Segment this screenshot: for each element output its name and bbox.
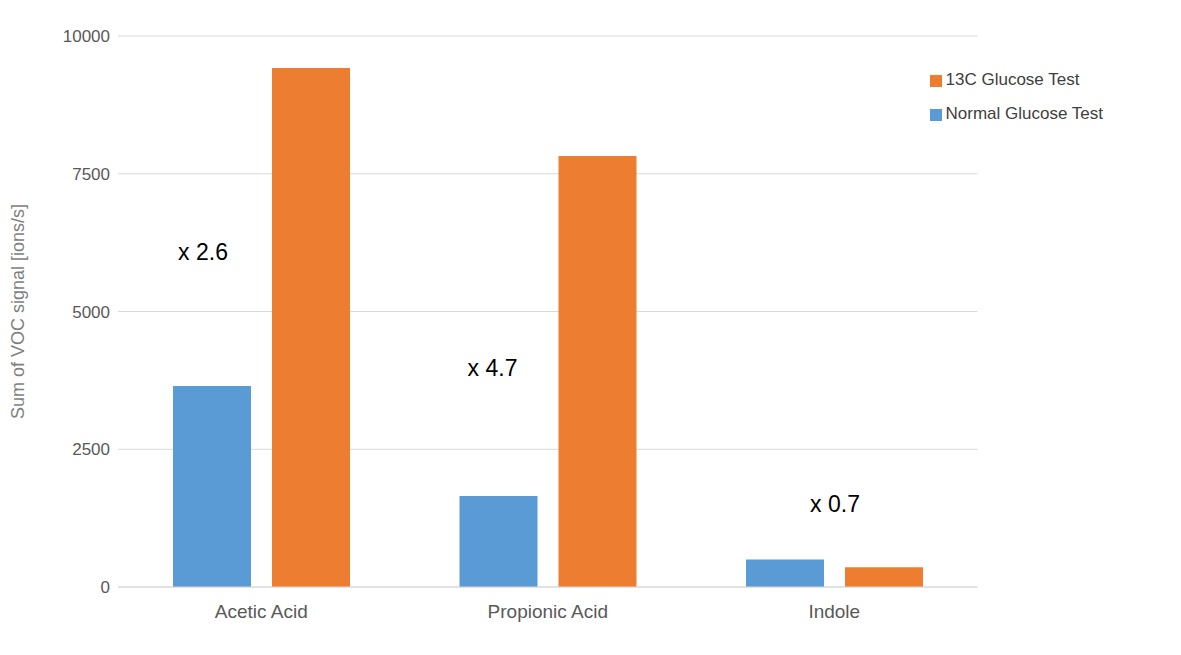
svg-text:Acetic Acid: Acetic Acid bbox=[215, 601, 308, 622]
svg-text:Sum of VOC signal [ions/s]: Sum of VOC signal [ions/s] bbox=[8, 204, 28, 419]
svg-text:Propionic Acid: Propionic Acid bbox=[488, 601, 608, 622]
html-text:Normal Glucose Test: Normal Glucose Test bbox=[945, 104, 1103, 123]
svg-text:7500: 7500 bbox=[72, 165, 110, 184]
svg-text:0: 0 bbox=[101, 578, 110, 597]
html-text:13C Glucose Test: 13C Glucose Test bbox=[945, 70, 1080, 89]
svg-text:x 4.7: x 4.7 bbox=[468, 355, 518, 381]
svg-text:Indole: Indole bbox=[808, 601, 860, 622]
svg-text:10000: 10000 bbox=[63, 27, 110, 46]
svg-text:2500: 2500 bbox=[72, 440, 110, 459]
svg-text:x 0.7: x 0.7 bbox=[810, 491, 860, 517]
svg-text:x 2.6: x 2.6 bbox=[178, 239, 228, 265]
svg-text:5000: 5000 bbox=[72, 303, 110, 322]
